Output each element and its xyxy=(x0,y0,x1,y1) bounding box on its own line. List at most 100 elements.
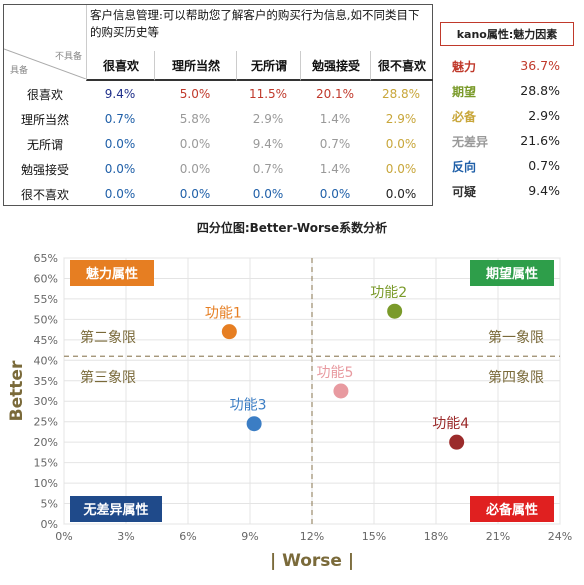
data-point xyxy=(221,324,237,340)
table-cell: 0.0% xyxy=(104,162,136,176)
table-cell: 0.7% xyxy=(319,137,351,151)
table-cell: 9.4% xyxy=(104,87,136,101)
summary-label: 期望 xyxy=(452,85,477,99)
chart-title: 四分位图:Better-Worse系数分析 xyxy=(196,221,388,235)
column-header: 勉强接受 xyxy=(300,51,371,81)
data-point-label: 功能1 xyxy=(205,306,242,322)
column-header: 很不喜欢 xyxy=(370,51,433,81)
summary-label: 无差异 xyxy=(452,135,489,149)
table-cell: 1.4% xyxy=(319,162,351,176)
data-point-label: 功能5 xyxy=(316,365,353,381)
table-cell: 0.0% xyxy=(252,187,284,201)
y-tick-label: 35% xyxy=(34,375,58,388)
quadrant-label: 第四象限 xyxy=(488,369,544,386)
table-cell: 0.0% xyxy=(385,162,417,176)
table-cell: 5.8% xyxy=(179,112,211,126)
y-tick-label: 30% xyxy=(34,395,58,408)
x-tick-label: 21% xyxy=(486,530,510,543)
y-axis-label: Better xyxy=(7,360,27,421)
data-point xyxy=(333,383,349,399)
x-tick-label: 12% xyxy=(300,530,324,543)
row-header: 理所当然 xyxy=(20,112,69,127)
data-point-label: 功能3 xyxy=(230,398,267,414)
y-tick-label: 10% xyxy=(34,477,58,490)
table-cell: 0.0% xyxy=(179,162,211,176)
x-axis-label: | Worse | xyxy=(270,551,354,571)
corner-label-top: 不具备 xyxy=(54,52,82,62)
summary-value: 9.4% xyxy=(528,183,560,198)
y-tick-label: 50% xyxy=(34,313,58,326)
table-cell: 2.9% xyxy=(385,112,417,126)
table-cell: 0.0% xyxy=(179,137,211,151)
y-tick-label: 0% xyxy=(41,518,58,531)
row-header: 很不喜欢 xyxy=(20,187,69,202)
table-corner: 不具备 具备 xyxy=(4,5,87,79)
x-tick-label: 18% xyxy=(424,530,448,543)
column-header: 很喜欢 xyxy=(86,51,155,81)
corner-label-box xyxy=(470,260,554,286)
summary-value: 21.6% xyxy=(520,133,560,148)
kano-summary-title: kano属性:魅力因素 xyxy=(440,22,574,46)
summary-label: 必备 xyxy=(452,110,477,124)
corner-diagonal xyxy=(4,48,86,79)
summary-label: 反向 xyxy=(452,160,477,174)
row-header: 勉强接受 xyxy=(20,162,69,177)
summary-label: 可疑 xyxy=(452,185,477,199)
summary-value: 0.7% xyxy=(528,158,560,173)
corner-label: 无差异属性 xyxy=(82,502,148,518)
column-header: 理所当然 xyxy=(154,51,237,81)
x-tick-label: 6% xyxy=(179,530,196,543)
table-cell: 0.0% xyxy=(385,187,417,201)
y-tick-label: 20% xyxy=(34,436,58,449)
data-point xyxy=(387,303,403,319)
table-cell: 0.7% xyxy=(252,162,284,176)
table-cell: 0.0% xyxy=(319,187,351,201)
table-cell: 0.0% xyxy=(385,137,417,151)
corner-label-box xyxy=(470,496,554,522)
y-tick-label: 5% xyxy=(41,498,58,511)
quadrant-label: 第一象限 xyxy=(488,329,544,346)
table-cell: 9.4% xyxy=(252,137,284,151)
corner-label: 魅力属性 xyxy=(86,266,138,282)
quadrant-label: 第二象限 xyxy=(80,329,136,346)
y-tick-label: 60% xyxy=(34,272,58,285)
table-cell: 0.7% xyxy=(104,112,136,126)
data-point-label: 功能2 xyxy=(370,285,407,301)
x-tick-label: 24% xyxy=(548,530,572,543)
row-header: 很喜欢 xyxy=(26,87,63,102)
corner-label-box xyxy=(70,496,162,522)
summary-value: 2.9% xyxy=(528,108,560,123)
table-cell: 1.4% xyxy=(319,112,351,126)
x-tick-label: 0% xyxy=(55,530,72,543)
y-tick-label: 40% xyxy=(34,354,58,367)
quadrant-label: 第三象限 xyxy=(80,369,136,386)
y-tick-label: 55% xyxy=(34,293,58,306)
row-header: 无所谓 xyxy=(26,137,63,152)
table-cell: 0.0% xyxy=(104,187,136,201)
table-cell: 0.0% xyxy=(179,187,211,201)
x-tick-label: 9% xyxy=(241,530,258,543)
y-tick-label: 25% xyxy=(34,416,58,429)
y-tick-label: 45% xyxy=(34,334,58,347)
x-tick-label: 3% xyxy=(117,530,134,543)
corner-label: 期望属性 xyxy=(486,266,538,282)
x-tick-label: 15% xyxy=(362,530,386,543)
y-tick-label: 65% xyxy=(34,252,58,265)
table-cell: 11.5% xyxy=(248,87,288,101)
table-cell: 2.9% xyxy=(252,112,284,126)
corner-label: 必备属性 xyxy=(485,502,538,518)
table-cell: 0.0% xyxy=(104,137,136,151)
table-description: 客户信息管理:可以帮助您了解客户的购买行为信息,如不同类目下的购买历史等 xyxy=(90,8,420,39)
data-point xyxy=(449,434,465,450)
kano-table: 不具备 具备 客户信息管理:可以帮助您了解客户的购买行为信息,如不同类目下的购买… xyxy=(3,4,433,206)
table-cell: 28.8% xyxy=(381,87,421,101)
column-header: 无所谓 xyxy=(236,51,301,81)
y-tick-label: 15% xyxy=(34,457,58,470)
corner-label-bottom: 具备 xyxy=(10,66,29,76)
table-cell: 20.1% xyxy=(315,87,355,101)
data-point xyxy=(246,416,262,432)
corner-label-box xyxy=(70,260,154,286)
summary-value: 36.7% xyxy=(520,58,560,73)
summary-value: 28.8% xyxy=(520,83,560,98)
